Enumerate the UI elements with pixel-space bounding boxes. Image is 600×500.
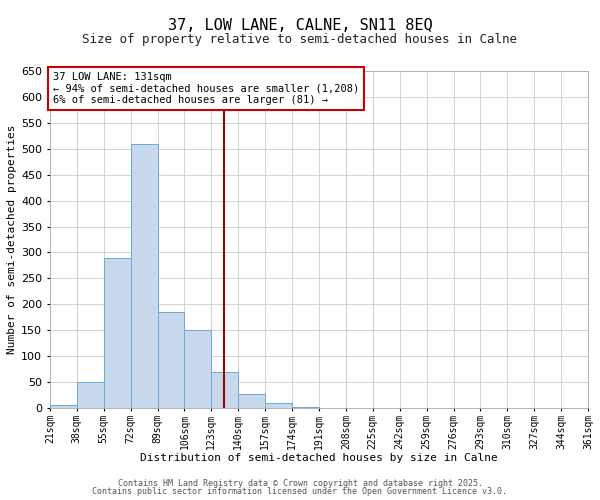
Bar: [292, 407, 319, 408]
Bar: [77, 382, 104, 408]
Bar: [50, 406, 77, 408]
Bar: [184, 330, 211, 408]
Text: Size of property relative to semi-detached houses in Calne: Size of property relative to semi-detach…: [83, 32, 517, 46]
Y-axis label: Number of semi-detached properties: Number of semi-detached properties: [7, 125, 17, 354]
Bar: [238, 394, 265, 408]
X-axis label: Distribution of semi-detached houses by size in Calne: Distribution of semi-detached houses by …: [140, 453, 498, 463]
Bar: [158, 312, 184, 408]
Bar: [211, 372, 238, 408]
Bar: [265, 403, 292, 408]
Bar: [104, 258, 131, 408]
Bar: [131, 144, 158, 408]
Text: 37 LOW LANE: 131sqm
← 94% of semi-detached houses are smaller (1,208)
6% of semi: 37 LOW LANE: 131sqm ← 94% of semi-detach…: [53, 72, 359, 105]
Text: Contains HM Land Registry data © Crown copyright and database right 2025.: Contains HM Land Registry data © Crown c…: [118, 478, 482, 488]
Text: Contains public sector information licensed under the Open Government Licence v3: Contains public sector information licen…: [92, 487, 508, 496]
Text: 37, LOW LANE, CALNE, SN11 8EQ: 37, LOW LANE, CALNE, SN11 8EQ: [167, 18, 433, 32]
